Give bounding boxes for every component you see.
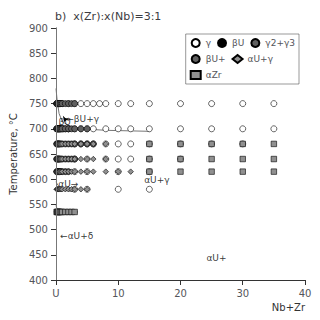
svg-text:600: 600: [29, 174, 48, 185]
svg-text:b) x(Zr):x(Nb)=3:1: b) x(Zr):x(Nb)=3:1: [55, 10, 161, 23]
svg-text:U: U: [52, 288, 59, 299]
svg-text:←αU+δ: ←αU+δ: [60, 231, 94, 241]
svg-text:αU+γ: αU+γ: [144, 175, 170, 185]
svg-text:650: 650: [29, 149, 48, 160]
svg-text:10: 10: [112, 288, 125, 299]
svg-text:700: 700: [29, 123, 48, 134]
svg-text:750: 750: [29, 98, 48, 109]
svg-text:40: 40: [299, 288, 312, 299]
svg-text:αU→: αU→: [58, 179, 79, 189]
svg-text:800: 800: [29, 73, 48, 84]
svg-text:αU+γ: αU+γ: [248, 54, 274, 64]
svg-text:850: 850: [29, 48, 48, 59]
svg-text:βU+: βU+: [206, 54, 226, 64]
svg-text:30: 30: [236, 288, 249, 299]
svg-text:20: 20: [174, 288, 187, 299]
svg-text:Nb+Zr: Nb+Zr: [272, 302, 306, 313]
svg-text:βU: βU: [58, 116, 71, 127]
svg-text:500: 500: [29, 224, 48, 235]
svg-text:900: 900: [29, 23, 48, 34]
svg-text:400: 400: [29, 275, 48, 286]
svg-text:γ2+γ3: γ2+γ3: [265, 38, 295, 48]
svg-text:450: 450: [29, 249, 48, 260]
svg-text:Temperature, °C: Temperature, °C: [8, 113, 19, 196]
svg-text:βU: βU: [232, 38, 244, 48]
svg-text:←βU+γ: ←βU+γ: [66, 114, 99, 124]
svg-text:αZr: αZr: [206, 70, 222, 80]
svg-text:550: 550: [29, 199, 48, 210]
svg-text:αU+: αU+: [206, 253, 226, 263]
svg-text:γ: γ: [206, 38, 212, 48]
